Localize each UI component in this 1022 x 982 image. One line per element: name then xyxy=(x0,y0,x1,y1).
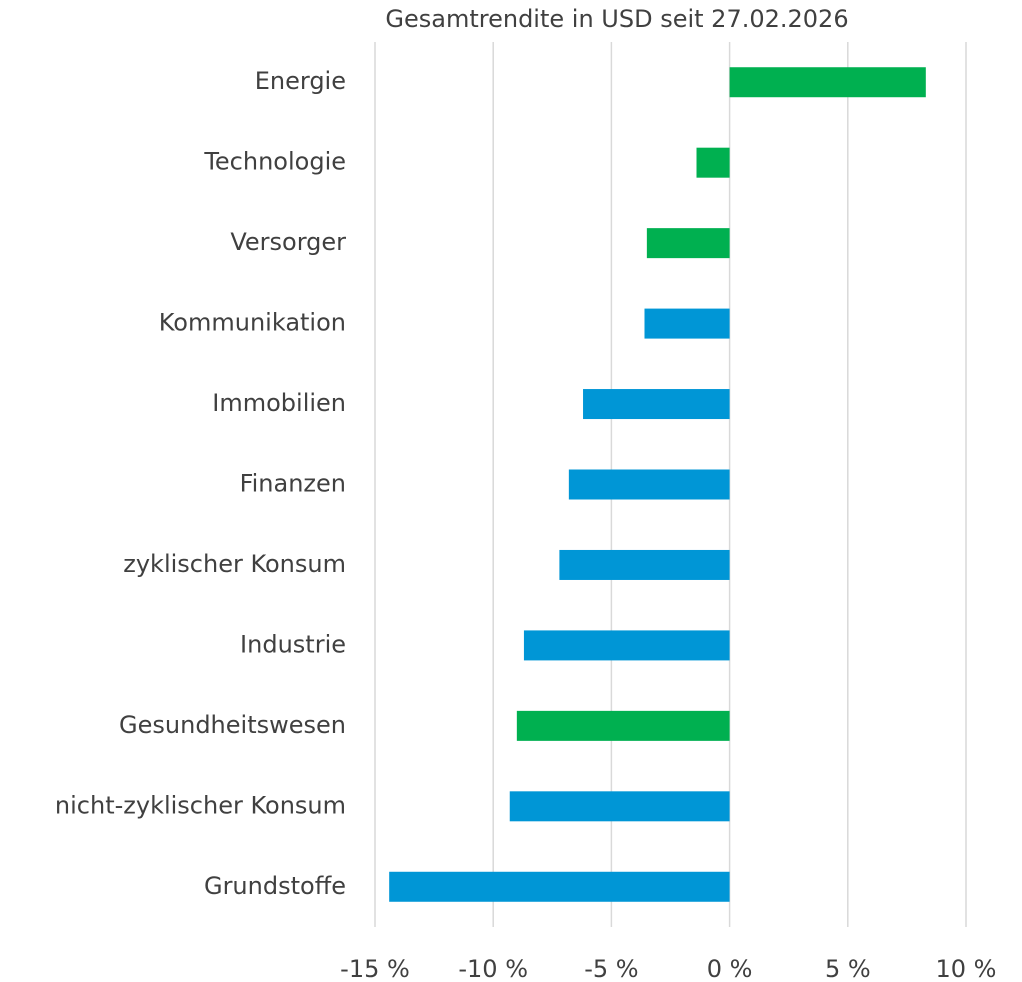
y-tick-label: Immobilien xyxy=(212,389,346,417)
bar xyxy=(729,67,926,98)
x-tick-label: 5 % xyxy=(825,955,871,982)
y-tick-label: Versorger xyxy=(230,228,346,256)
x-tick-label: 10 % xyxy=(936,955,997,982)
bar xyxy=(696,147,730,178)
bar xyxy=(568,469,730,500)
bar xyxy=(644,308,730,339)
bar xyxy=(509,791,730,822)
y-tick-label: Gesundheitswesen xyxy=(119,711,346,739)
y-tick-label: Finanzen xyxy=(240,470,346,498)
x-tick-label: -5 % xyxy=(584,955,638,982)
x-tick-label: -15 % xyxy=(340,955,410,982)
y-tick-label: nicht-zyklischer Konsum xyxy=(55,791,346,819)
y-tick-label: Industrie xyxy=(240,630,346,658)
x-tick-label: 0 % xyxy=(707,955,753,982)
bar xyxy=(559,549,730,580)
y-tick-label: zyklischer Konsum xyxy=(123,550,346,578)
bar xyxy=(583,389,730,420)
bar xyxy=(389,871,730,902)
x-tick-label: -10 % xyxy=(458,955,528,982)
bar xyxy=(523,630,730,661)
y-tick-label: Technologie xyxy=(203,148,346,176)
bar xyxy=(516,710,730,741)
bar xyxy=(646,228,730,259)
y-tick-label: Grundstoffe xyxy=(204,872,346,900)
y-tick-label: Kommunikation xyxy=(159,309,346,337)
y-tick-label: Energie xyxy=(255,67,346,95)
chart-title: Gesamtrendite in USD seit 27.02.2026 xyxy=(385,5,848,33)
